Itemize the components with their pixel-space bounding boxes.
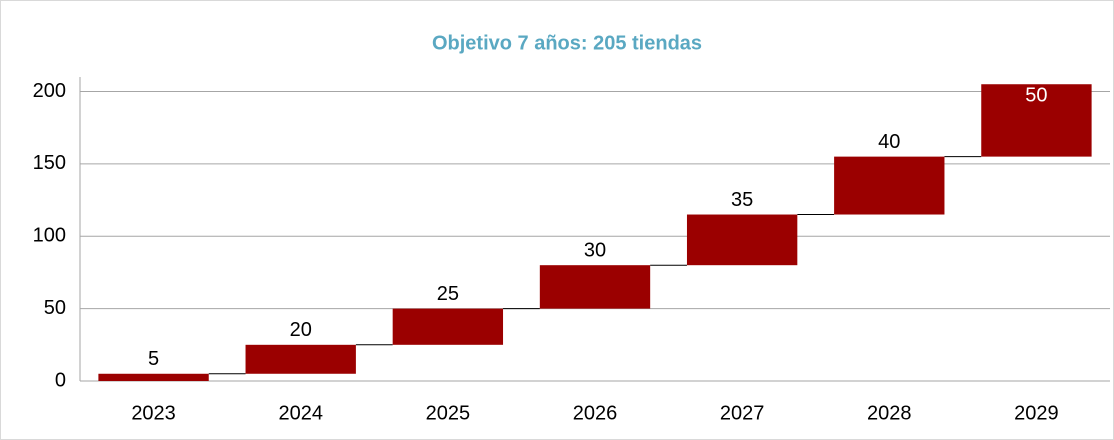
bar [834, 156, 945, 215]
data-label: 50 [1025, 85, 1047, 107]
data-label: 25 [437, 283, 459, 305]
x-tick-label: 2029 [1014, 402, 1059, 424]
data-label: 35 [731, 189, 753, 211]
bar [981, 84, 1092, 157]
y-tick-label: 0 [55, 369, 66, 391]
data-label: 40 [878, 131, 900, 153]
bar [539, 265, 651, 309]
data-label: 30 [584, 239, 606, 261]
bar [686, 214, 798, 266]
x-tick-label: 2028 [867, 402, 912, 424]
y-tick-label: 100 [33, 225, 66, 247]
x-tick-label: 2023 [131, 402, 176, 424]
bar [98, 373, 209, 381]
x-tick-label: 2027 [720, 402, 765, 424]
x-tick-label: 2025 [426, 402, 471, 424]
x-tick-label: 2026 [573, 402, 618, 424]
y-tick-label: 150 [33, 152, 66, 174]
y-tick-label: 50 [44, 297, 66, 319]
chart-title: Objetivo 7 años: 205 tiendas [432, 32, 702, 54]
bar [392, 308, 504, 345]
data-label: 5 [148, 348, 159, 370]
data-label: 20 [290, 319, 312, 341]
bar [245, 344, 356, 374]
x-tick-label: 2024 [278, 402, 323, 424]
y-tick-label: 200 [33, 80, 66, 102]
